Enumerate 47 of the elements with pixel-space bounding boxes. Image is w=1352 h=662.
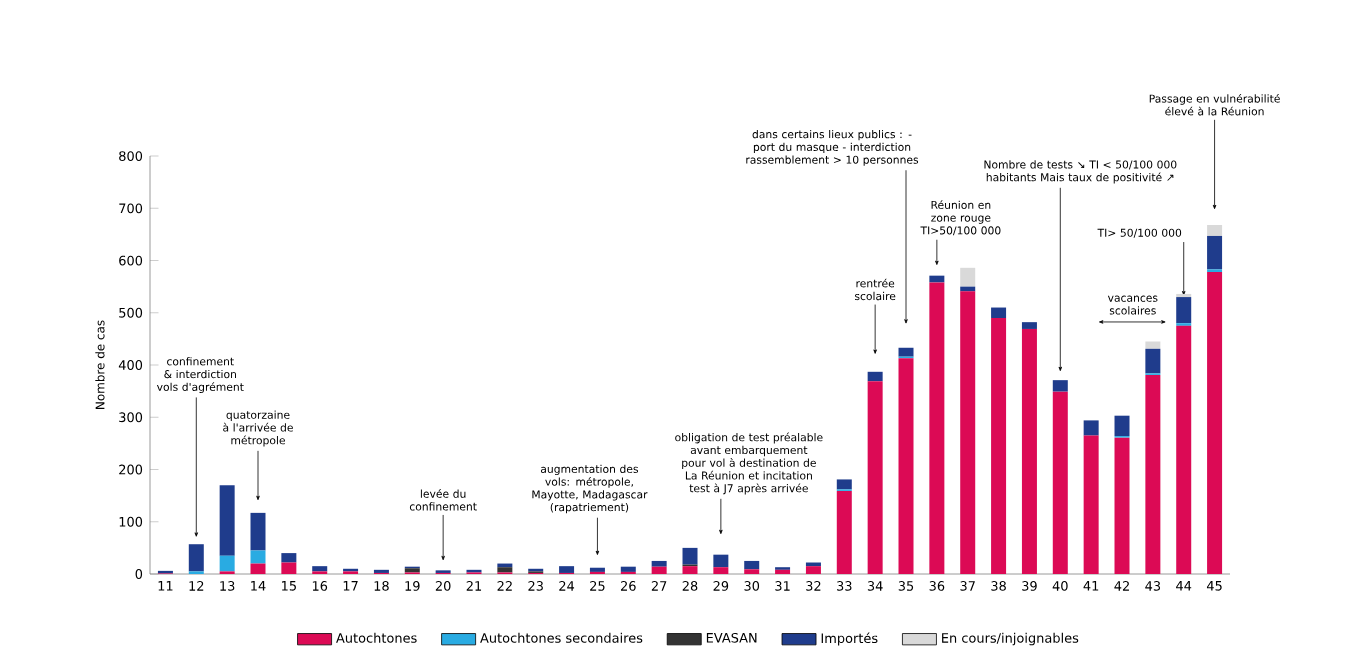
bar: [1145, 374, 1161, 574]
bar: [219, 555, 235, 572]
bar: [1145, 341, 1161, 349]
bar: [1207, 224, 1223, 236]
bar: [1207, 235, 1223, 270]
bar: [1207, 272, 1223, 574]
bar: [960, 267, 976, 287]
bar: [1021, 328, 1037, 574]
bar: [1176, 297, 1192, 324]
bar: [867, 381, 883, 574]
bar: [867, 371, 883, 382]
bar: [1052, 391, 1068, 574]
bar: [559, 566, 575, 573]
bar: [805, 566, 821, 574]
bar: [620, 566, 636, 572]
bar: [250, 563, 266, 574]
bar: [188, 544, 204, 572]
bar: [836, 490, 852, 574]
bar: [744, 560, 760, 570]
bar: [1083, 435, 1099, 574]
bar: [1114, 437, 1130, 574]
bar: [1176, 325, 1192, 574]
bar: [991, 317, 1007, 574]
bar: [1145, 348, 1161, 374]
bar: [991, 307, 1007, 318]
bar: [250, 550, 266, 564]
bar: [713, 567, 729, 574]
bar: [219, 485, 235, 556]
bar: [312, 566, 328, 572]
bar: [929, 282, 945, 574]
bar: [250, 512, 266, 551]
bar: [651, 560, 667, 567]
bar: [651, 566, 667, 574]
bar: [898, 358, 914, 574]
bar: [1052, 380, 1068, 392]
bar: [497, 567, 513, 573]
bar: [836, 479, 852, 490]
bar: [1114, 415, 1130, 437]
bar: [960, 291, 976, 574]
bar: [1021, 322, 1037, 329]
bar: [682, 547, 698, 565]
bar: [281, 562, 297, 574]
bar: [682, 566, 698, 574]
bar: [281, 553, 297, 563]
bar: [898, 347, 914, 357]
bar: [1083, 420, 1099, 436]
bar: [713, 554, 729, 568]
